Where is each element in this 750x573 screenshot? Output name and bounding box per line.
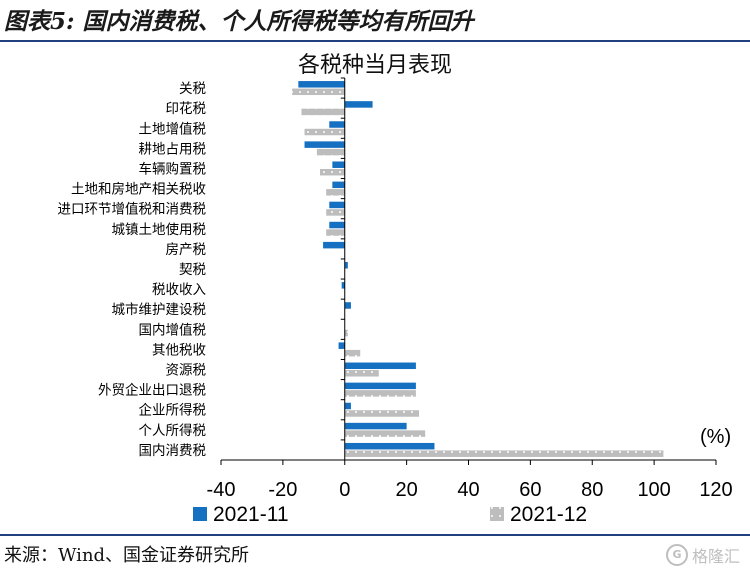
category-label: 资源税 bbox=[166, 363, 207, 379]
x-tick-label: 80 bbox=[581, 479, 603, 501]
figure-title: 图表5: 国内消费税、个人所得税等均有所回升 bbox=[4, 8, 474, 35]
bar-2021-11 bbox=[344, 101, 373, 108]
bar-2021-12 bbox=[344, 430, 426, 437]
category-label: 土地和房地产相关税收 bbox=[71, 182, 206, 198]
x-tick-label: 120 bbox=[699, 479, 732, 501]
category-label: 其他税收 bbox=[152, 342, 206, 358]
category-label: 印花税 bbox=[166, 101, 207, 117]
x-tick-label: 0 bbox=[339, 479, 350, 501]
category-label: 房产税 bbox=[166, 242, 207, 258]
bar-2021-11 bbox=[344, 422, 407, 430]
watermark-text: 格隆汇 bbox=[691, 547, 740, 566]
bar-2021-12 bbox=[326, 209, 345, 216]
axis-layer: (%) bbox=[220, 77, 731, 465]
watermark: G 格隆汇 bbox=[665, 543, 740, 567]
bars-layer bbox=[292, 81, 664, 457]
bar-2021-12 bbox=[326, 229, 345, 236]
bar-2021-11 bbox=[341, 282, 345, 289]
category-label: 个人所得税 bbox=[139, 422, 207, 439]
bar-2021-11 bbox=[332, 161, 345, 168]
category-label: 契税 bbox=[179, 262, 206, 278]
category-label: 城市维护建设税 bbox=[112, 301, 207, 318]
category-label: 城镇土地使用税 bbox=[112, 221, 207, 238]
bar-2021-12 bbox=[304, 128, 345, 136]
category-label: 国内增值税 bbox=[139, 322, 207, 338]
bar-2021-12 bbox=[326, 189, 345, 196]
category-label: 税收收入 bbox=[152, 282, 206, 298]
bar-2021-11 bbox=[323, 241, 345, 249]
bar-2021-12 bbox=[316, 148, 345, 156]
category-label: 土地增值税 bbox=[139, 121, 207, 137]
category-label: 车辆购置税 bbox=[139, 160, 207, 177]
x-tick-label: 100 bbox=[637, 479, 670, 501]
bar-2021-12 bbox=[344, 349, 361, 357]
bar-2021-11 bbox=[338, 342, 345, 349]
bar-2021-11 bbox=[344, 262, 348, 269]
unit-label: (%) bbox=[700, 426, 731, 448]
legend-swatch-2021-11 bbox=[193, 507, 207, 521]
watermark-logo-icon: G bbox=[665, 544, 688, 566]
x-tick-labels: -40 -20 0 20 40 60 80 100 120 bbox=[207, 479, 733, 501]
bar-2021-12 bbox=[344, 329, 348, 337]
footer-divider bbox=[0, 534, 750, 536]
bar-2021-11 bbox=[332, 181, 345, 189]
category-label: 关税 bbox=[179, 81, 206, 97]
bar-2021-11 bbox=[329, 121, 345, 128]
x-tick-label: -20 bbox=[268, 479, 297, 501]
bar-2021-11 bbox=[304, 141, 345, 148]
legend-swatch-2021-12 bbox=[490, 507, 504, 521]
bar-2021-11 bbox=[298, 81, 345, 88]
category-label: 企业所得税 bbox=[139, 402, 207, 419]
category-label: 外贸企业出口退税 bbox=[98, 382, 206, 399]
bar-2021-11 bbox=[329, 221, 345, 229]
bar-2021-11 bbox=[344, 302, 351, 309]
bar-2021-11 bbox=[329, 201, 345, 209]
x-tick-label: -40 bbox=[207, 479, 236, 501]
bar-2021-12 bbox=[320, 168, 345, 176]
chart-title: 各税种当月表现 bbox=[297, 53, 452, 78]
bar-2021-12 bbox=[344, 450, 664, 457]
bar-2021-12 bbox=[301, 108, 345, 116]
bar-2021-12 bbox=[292, 88, 345, 96]
bar-2021-11 bbox=[344, 382, 416, 390]
category-label: 进口环节增值税和消费税 bbox=[58, 202, 207, 218]
category-labels: 关税印花税土地增值税耕地占用税车辆购置税土地和房地产相关税收进口环节增值税和消费… bbox=[58, 81, 207, 459]
bar-2021-11 bbox=[344, 362, 416, 370]
category-label: 耕地占用税 bbox=[139, 140, 207, 157]
legend-label-2021-11: 2021-11 bbox=[213, 503, 289, 526]
bar-2021-12 bbox=[344, 390, 416, 397]
bar-2021-11 bbox=[344, 402, 351, 410]
x-tick-label: 40 bbox=[457, 479, 479, 501]
source-note: 来源：Wind、国金证券研究所 bbox=[4, 545, 250, 566]
bar-2021-11 bbox=[344, 442, 435, 450]
category-label: 国内消费税 bbox=[139, 443, 207, 459]
title-divider bbox=[0, 40, 750, 42]
bar-2021-12 bbox=[344, 370, 379, 377]
bar-2021-12 bbox=[344, 410, 419, 417]
x-tick-label: 60 bbox=[519, 479, 541, 501]
legend-label-2021-12: 2021-12 bbox=[510, 503, 587, 526]
x-tick-label: 20 bbox=[396, 479, 418, 501]
legend: 2021-11 2021-12 bbox=[193, 503, 587, 526]
